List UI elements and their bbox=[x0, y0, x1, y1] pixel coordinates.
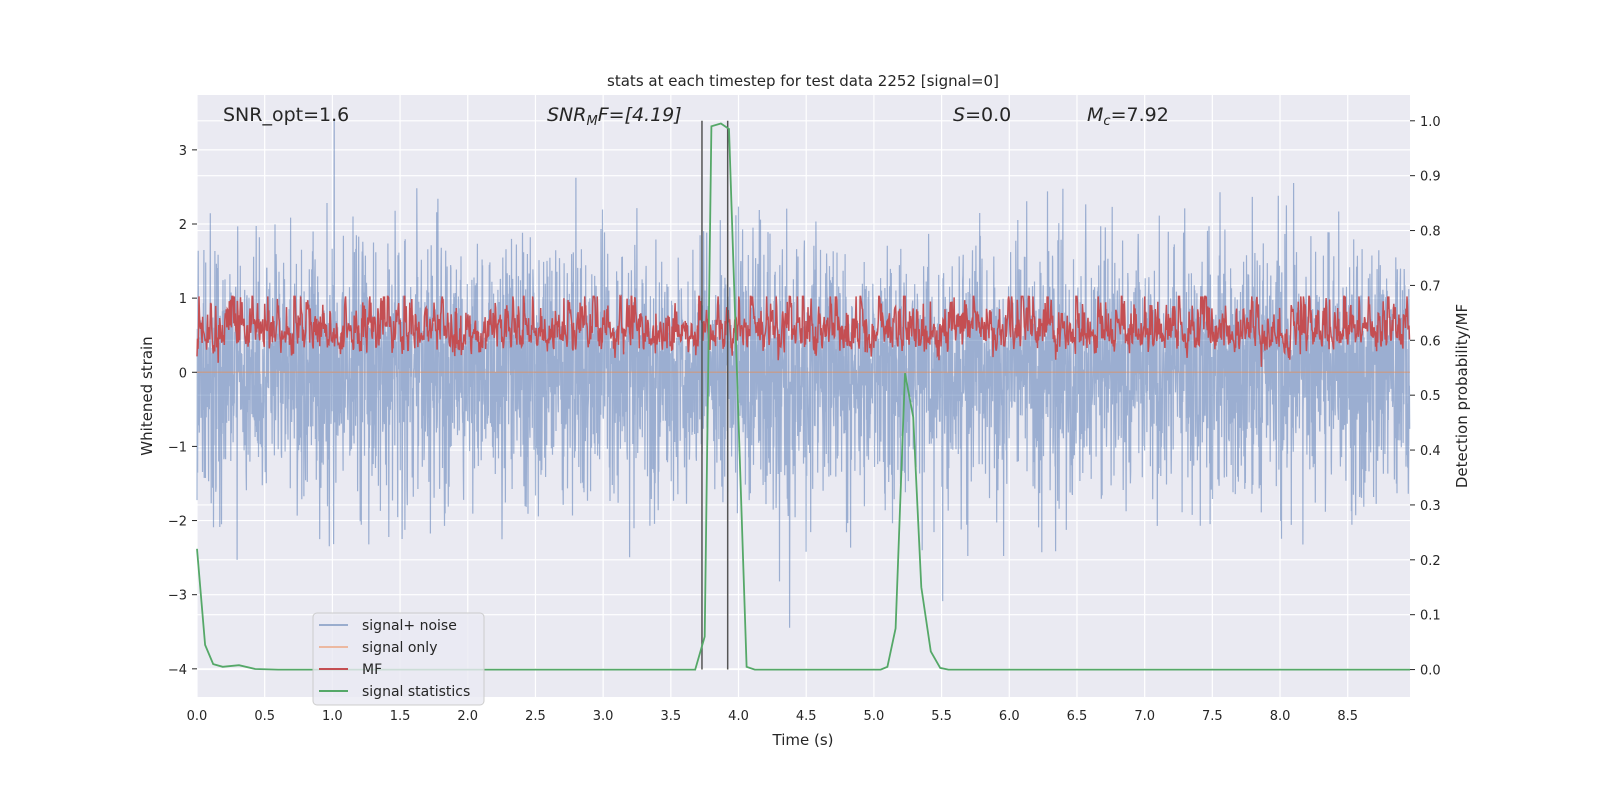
series-signal-noise bbox=[196, 120, 1411, 628]
y-right-tick-label: 0.5 bbox=[1420, 389, 1441, 404]
mc-value: =7.92 bbox=[1111, 104, 1169, 126]
s-value: =0.0 bbox=[965, 104, 1011, 126]
y-right-tick-label: 1.0 bbox=[1420, 115, 1441, 130]
y-right-tick-label: 0.2 bbox=[1420, 554, 1441, 569]
ticks: 0.0 0.5 1.0 1.5 2.0 2.5 3.0 3.5 4.0 4.5 5.0 5.5 6.0 6… bbox=[168, 115, 1441, 724]
legend-box bbox=[312, 612, 485, 706]
y-right-tick-label: 0.1 bbox=[1420, 609, 1441, 624]
series-signal-statistics bbox=[196, 122, 1410, 671]
annotation-mc: Mc=7.92 bbox=[1087, 104, 1169, 129]
snr-mf-sub: M bbox=[586, 114, 597, 129]
series-mf bbox=[196, 294, 1411, 367]
x-tick-label: 3.0 bbox=[593, 709, 614, 724]
x-tick-label: 6.5 bbox=[1067, 709, 1088, 724]
x-tick-label: 6.0 bbox=[999, 709, 1020, 724]
y-right-tick-label: 0.3 bbox=[1420, 499, 1441, 514]
series-layer bbox=[196, 120, 1411, 671]
y-right-tick-label: 0.6 bbox=[1420, 334, 1441, 349]
x-tick-label: 4.0 bbox=[728, 709, 749, 724]
x-tick-label: 5.0 bbox=[864, 709, 885, 724]
annotation-s: S=0.0 bbox=[953, 104, 1011, 126]
y-tick-label: −3 bbox=[168, 589, 187, 604]
s-label: S bbox=[953, 104, 965, 126]
mc-sub: c bbox=[1103, 114, 1110, 129]
x-tick-label: 2.5 bbox=[525, 709, 546, 724]
snr-mf-base: SNR bbox=[547, 104, 586, 126]
snr-mf-rest: F=[4.19] bbox=[598, 104, 682, 126]
x-tick-label: 8.0 bbox=[1270, 709, 1291, 724]
y-tick-label: 2 bbox=[179, 218, 187, 233]
x-tick-label: 7.0 bbox=[1134, 709, 1155, 724]
y-right-tick-label: 0.7 bbox=[1420, 279, 1441, 294]
x-tick-label: 8.5 bbox=[1337, 709, 1358, 724]
chart-title: stats at each timestep for test data 225… bbox=[607, 72, 999, 90]
legend: signal+ noise signal only MF signal stat… bbox=[312, 612, 485, 706]
x-tick-label: 1.0 bbox=[322, 709, 343, 724]
legend-label-signal-statistics: signal statistics bbox=[362, 684, 470, 700]
y-right-tick-label: 0.8 bbox=[1420, 225, 1441, 240]
y-tick-label: 0 bbox=[179, 366, 187, 381]
y-axis-label-right: Detection probability/MF bbox=[1453, 304, 1471, 488]
legend-label-signal-only: signal only bbox=[362, 640, 437, 656]
y-tick-label: −1 bbox=[168, 440, 187, 455]
y-right-tick-label: 0.9 bbox=[1420, 170, 1441, 185]
x-tick-label: 5.5 bbox=[931, 709, 952, 724]
annotation-snr-opt: SNR_opt=1.6 bbox=[223, 104, 349, 126]
annotation-snr-mf: SNRMF=[4.19] bbox=[547, 104, 682, 129]
x-tick-label: 1.5 bbox=[390, 709, 411, 724]
legend-label-signal-noise: signal+ noise bbox=[362, 618, 457, 634]
x-axis-label: Time (s) bbox=[772, 731, 834, 749]
y-tick-label: 3 bbox=[179, 144, 187, 159]
x-tick-label: 2.0 bbox=[457, 709, 478, 724]
y-tick-label: −2 bbox=[168, 515, 187, 530]
x-tick-label: 7.5 bbox=[1202, 709, 1223, 724]
y-axis-label: Whitened strain bbox=[138, 336, 156, 455]
x-tick-label: 3.5 bbox=[660, 709, 681, 724]
y-right-tick-label: 0.4 bbox=[1420, 444, 1441, 459]
y-tick-label: 1 bbox=[179, 292, 187, 307]
y-right-tick-label: 0.0 bbox=[1420, 664, 1441, 679]
legend-label-mf: MF bbox=[362, 662, 382, 678]
y-tick-label: −4 bbox=[168, 663, 187, 678]
x-tick-label: 0.5 bbox=[254, 709, 275, 724]
x-tick-label: 4.5 bbox=[796, 709, 817, 724]
x-tick-label: 0.0 bbox=[187, 709, 208, 724]
mc-base: M bbox=[1087, 104, 1103, 126]
